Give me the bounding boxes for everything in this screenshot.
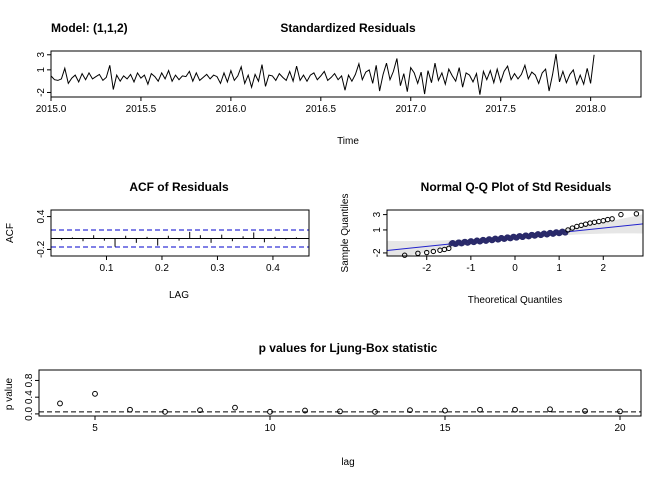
qq-point xyxy=(446,245,452,252)
acf-x-tick-label: 0.3 xyxy=(210,263,224,274)
qq-point xyxy=(609,216,615,222)
qq-point xyxy=(600,218,606,224)
ljung-y-tick-label: 0.4 xyxy=(24,390,35,404)
ljung-point xyxy=(477,406,483,413)
ljung-frame xyxy=(38,369,642,417)
residuals-panel: Standardized Residuals 2015.0 2015.5 2016.… xyxy=(36,21,642,147)
model-label: Model: (1,1,2) xyxy=(51,21,128,35)
qq-panel: Normal Q-Q Plot of Std Residuals -2 -1 0 1 2… xyxy=(340,180,644,306)
ljung-y-tick-label: 0.8 xyxy=(24,373,35,387)
ljung-panel: p values for Ljung-Box statistic 5 10 15 20… xyxy=(4,341,642,468)
acf-x-tick-label: 0.2 xyxy=(155,263,169,274)
qq-point xyxy=(633,211,640,217)
residuals-title: Standardized Residuals xyxy=(280,21,416,35)
residuals-y-tick-label: 1 xyxy=(36,67,47,73)
ljung-point xyxy=(162,408,168,415)
qq-y-tick-label: 3 xyxy=(372,211,383,217)
ljung-y-tick-label: 0.0 xyxy=(24,407,35,421)
qq-point xyxy=(401,252,408,258)
ljung-point xyxy=(57,400,63,407)
acf-ylabel: ACF xyxy=(5,223,16,243)
ljung-ylabel: p value xyxy=(4,377,15,410)
ljung-point xyxy=(442,407,448,414)
qq-point xyxy=(565,227,571,233)
qq-point xyxy=(618,211,624,218)
residuals-x-tick-label: 2017.5 xyxy=(485,104,516,115)
qq-x-tick-label: 2 xyxy=(600,263,606,274)
residuals-x-tick-label: 2016.0 xyxy=(216,104,247,115)
acf-y-tick-label: -0.2 xyxy=(36,240,47,258)
residuals-x-tick-label: 2017.0 xyxy=(395,104,426,115)
ljung-x-tick-label: 15 xyxy=(439,423,451,434)
acf-frame xyxy=(50,209,310,257)
residuals-frame xyxy=(50,50,642,98)
residuals-x-tick-label: 2015.5 xyxy=(126,104,157,115)
ljung-point xyxy=(127,406,133,413)
qq-point xyxy=(604,216,611,223)
ljung-x-tick-label: 20 xyxy=(614,423,626,434)
residuals-series-line xyxy=(50,53,595,95)
acf-x-tick-label: 0.1 xyxy=(100,263,114,274)
qq-frame xyxy=(386,209,644,257)
ljung-point xyxy=(547,406,553,413)
qq-y-tick-label: -2 xyxy=(372,248,383,257)
acf-xlabel: LAG xyxy=(169,290,189,301)
acf-plot-layer: 0.1 0.2 0.3 0.4 -0.2 0.4 xyxy=(36,209,309,274)
ljung-plot-layer: 5 10 15 20 0.0 0.4 0.8 xyxy=(24,373,641,434)
qq-x-tick-label: -1 xyxy=(466,263,475,274)
residuals-x-tick-label: 2018.0 xyxy=(575,104,606,115)
ljung-point xyxy=(617,408,623,415)
qq-plot-layer: -2 -1 0 1 2 -2 1 3 xyxy=(372,211,644,274)
ljung-title: p values for Ljung-Box statistic xyxy=(259,341,438,355)
qq-y-tick-label: 1 xyxy=(372,227,383,233)
ljung-x-tick-label: 10 xyxy=(264,423,276,434)
qq-point xyxy=(424,249,430,256)
ljung-point xyxy=(372,408,378,415)
residuals-xlabel: Time xyxy=(337,136,359,147)
residuals-x-tick-label: 2015.0 xyxy=(36,104,67,115)
qq-xlabel: Theoretical Quantiles xyxy=(468,295,563,306)
ljung-point xyxy=(232,404,238,411)
residuals-y-tick-label: 3 xyxy=(36,52,47,58)
residuals-plot-layer: 2015.0 2015.5 2016.0 2016.5 2017.0 2017.5 2018… xyxy=(36,52,607,115)
qq-title: Normal Q-Q Plot of Std Residuals xyxy=(421,180,612,194)
qq-ylabel: Sample Quantiles xyxy=(340,194,351,273)
qq-x-tick-label: 0 xyxy=(512,263,518,274)
ljung-point xyxy=(337,408,343,415)
acf-title: ACF of Residuals xyxy=(129,180,229,194)
qq-x-tick-label: 1 xyxy=(556,263,562,274)
acf-panel: ACF of Residuals 0.1 0.2 0.3 0.4 -0.2 0.4 LAG… xyxy=(5,180,310,301)
ljung-point xyxy=(92,390,98,397)
ljung-point xyxy=(197,407,203,414)
ljung-point xyxy=(512,406,518,413)
ljung-point xyxy=(302,407,308,414)
ljung-point xyxy=(582,408,588,414)
qq-point xyxy=(587,220,593,226)
acf-x-tick-label: 0.4 xyxy=(266,263,280,274)
qq-x-tick-label: -2 xyxy=(422,263,431,274)
ljung-x-tick-label: 5 xyxy=(92,423,98,434)
qq-point xyxy=(596,218,602,225)
residuals-y-tick-label: -2 xyxy=(36,88,47,97)
ljung-point xyxy=(267,408,273,415)
residuals-x-tick-label: 2016.5 xyxy=(306,104,337,115)
qq-point xyxy=(430,248,437,255)
ljung-point xyxy=(407,407,413,414)
qq-point xyxy=(591,219,598,225)
acf-y-tick-label: 0.4 xyxy=(36,209,47,223)
ljung-xlabel: lag xyxy=(341,457,354,468)
